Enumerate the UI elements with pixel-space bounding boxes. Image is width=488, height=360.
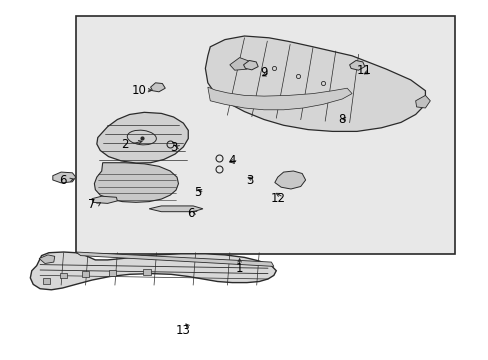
Polygon shape <box>205 36 425 131</box>
Text: 11: 11 <box>356 64 371 77</box>
Polygon shape <box>92 196 117 203</box>
Polygon shape <box>81 271 89 277</box>
Polygon shape <box>150 83 165 92</box>
Polygon shape <box>94 163 178 202</box>
Text: 8: 8 <box>338 113 346 126</box>
Text: 1: 1 <box>235 262 243 275</box>
Polygon shape <box>53 172 76 183</box>
Polygon shape <box>207 87 351 110</box>
Text: 6: 6 <box>59 174 66 186</box>
Text: 10: 10 <box>132 84 146 96</box>
Text: 13: 13 <box>176 324 190 337</box>
Polygon shape <box>142 269 150 275</box>
Polygon shape <box>108 270 116 276</box>
Polygon shape <box>349 60 364 70</box>
Polygon shape <box>229 58 249 70</box>
Text: 4: 4 <box>228 154 236 167</box>
Polygon shape <box>415 95 429 108</box>
Polygon shape <box>30 252 276 290</box>
Bar <box>76 16 454 254</box>
Polygon shape <box>274 171 305 189</box>
Text: 3: 3 <box>169 141 177 154</box>
Polygon shape <box>149 206 203 212</box>
Text: 9: 9 <box>260 66 267 78</box>
Text: 6: 6 <box>186 207 194 220</box>
Polygon shape <box>97 112 188 163</box>
Polygon shape <box>42 278 50 284</box>
Text: 12: 12 <box>270 192 285 204</box>
Polygon shape <box>60 273 67 278</box>
Text: 5: 5 <box>194 186 202 199</box>
Polygon shape <box>76 252 273 266</box>
Polygon shape <box>39 255 55 264</box>
Text: 2: 2 <box>121 138 128 150</box>
Text: 7: 7 <box>88 198 96 211</box>
Text: 3: 3 <box>245 174 253 186</box>
Polygon shape <box>243 60 258 70</box>
